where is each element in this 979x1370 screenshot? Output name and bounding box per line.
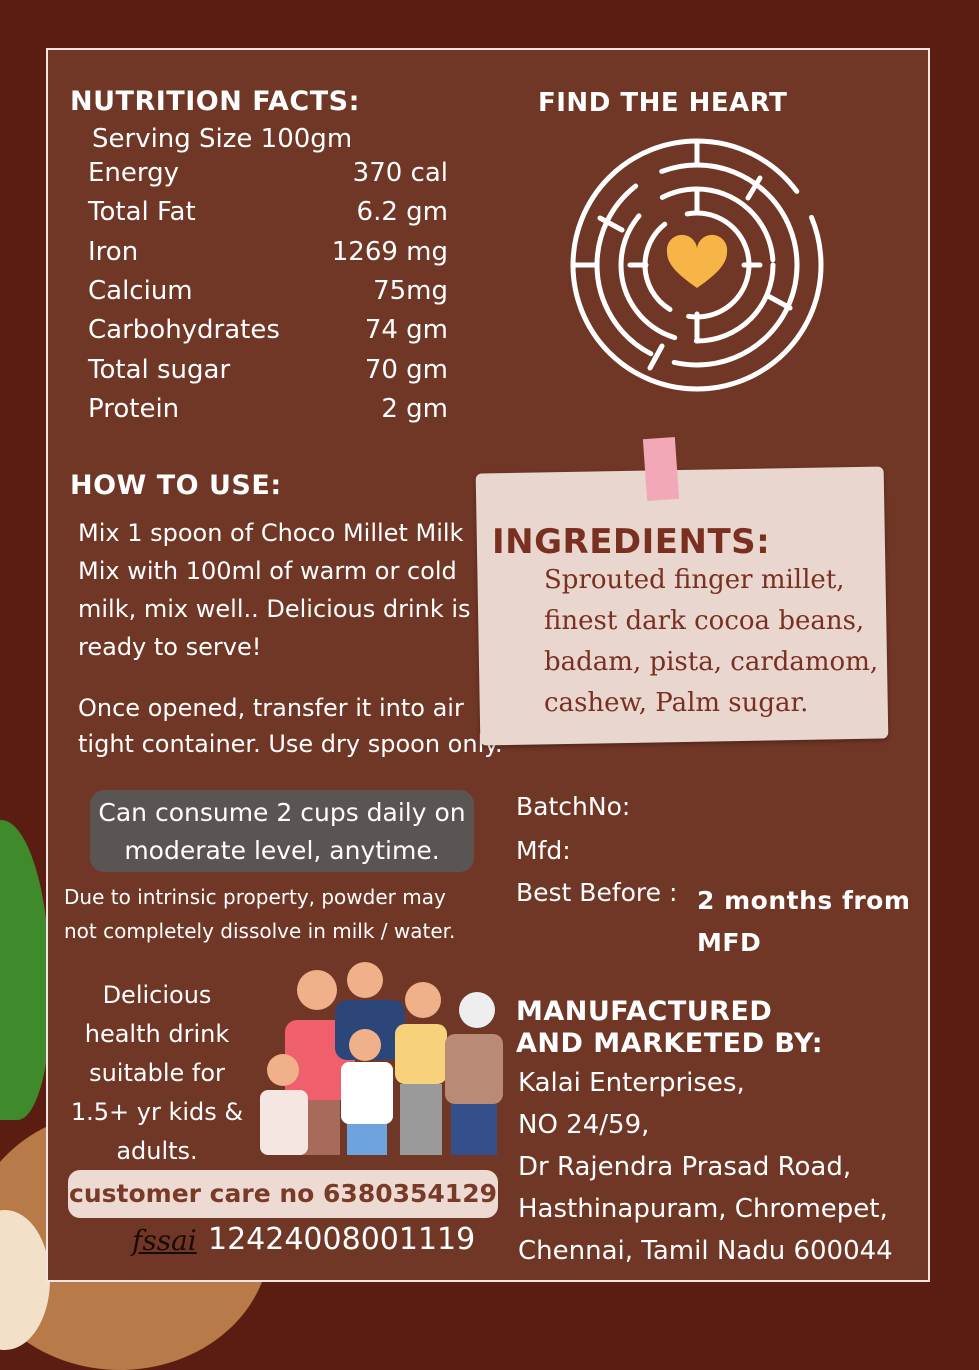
text-line: MANUFACTURED <box>516 996 773 1027</box>
nutrient-name: Total Fat <box>88 197 196 228</box>
address-line: Kalai Enterprises, <box>518 1068 745 1098</box>
nutrition-title: NUTRITION FACTS: <box>70 86 360 117</box>
nutrition-row: Energy 370 cal <box>88 158 448 188</box>
text-line: Can consume 2 cups daily on <box>98 798 466 827</box>
ingredient-line: cashew, Palm sugar. <box>544 688 809 718</box>
text-line: health drink <box>84 1020 230 1048</box>
ingredients-title: INGREDIENTS: <box>492 522 771 562</box>
text-line: ready to serve! <box>78 633 262 661</box>
nutrient-name: Carbohydrates <box>88 315 280 346</box>
text-line: tight container. Use dry spoon only. <box>78 730 503 758</box>
nutrient-name: Iron <box>88 236 139 267</box>
text-line: Delicious <box>102 981 212 1009</box>
nutrient-name: Energy <box>88 158 180 188</box>
address-line: Dr Rajendra Prasad Road, <box>518 1152 852 1182</box>
manufacturer-title: MANUFACTURED AND MARKETED BY: <box>516 996 823 1060</box>
nutrient-name: Calcium <box>88 275 193 306</box>
text-line: 1.5+ yr kids & <box>70 1098 244 1126</box>
nutrition-row: Total Fat 6.2 gm <box>88 197 448 227</box>
text-line: suitable for <box>89 1059 225 1087</box>
text-line: Due to intrinsic property, powder may <box>64 885 446 909</box>
nutrient-value: 74 gm <box>364 315 448 346</box>
nutrient-value: 370 cal <box>352 158 448 188</box>
text-line: Mix with 100ml of warm or cold <box>78 557 457 585</box>
nutrient-name: Protein <box>88 393 180 424</box>
ingredient-line: finest dark cocoa beans, <box>544 606 865 636</box>
text-line: adults. <box>116 1137 198 1165</box>
customer-care: customer care no 6380354129 <box>68 1170 498 1218</box>
batch-label: BatchNo: <box>516 792 631 821</box>
how-to-use-text: Mix 1 spoon of Choco Millet Milk Mix wit… <box>78 514 471 666</box>
address-line: NO 24/59, <box>518 1110 650 1140</box>
nutrient-value: 6.2 gm <box>356 197 448 228</box>
maze-title: FIND THE HEART <box>538 88 788 118</box>
fssai-number: 12424008001119 <box>208 1222 476 1257</box>
text-line: milk, mix well.. Delicious drink is <box>78 595 471 623</box>
ingredient-line: Sprouted finger millet, <box>544 565 845 595</box>
nutrient-value: 75mg <box>373 275 448 306</box>
tape-decoration <box>642 436 680 502</box>
how-to-use-title: HOW TO USE: <box>70 470 282 501</box>
best-before-value: 2 months from MFD <box>697 880 910 964</box>
nutrition-row: Protein 2 gm <box>88 394 448 424</box>
address-line: Chennai, Tamil Nadu 600044 <box>518 1236 893 1266</box>
ingredient-line: badam, pista, cardamom, <box>544 647 879 677</box>
nutrient-name: Total sugar <box>88 354 231 385</box>
nutrient-value: 70 gm <box>364 354 448 385</box>
text-line: not completely dissolve in milk / water. <box>64 919 456 943</box>
text-line: MFD <box>697 928 762 957</box>
nutrition-row: Iron 1269 mg <box>88 237 448 267</box>
nutrition-row: Calcium 75mg <box>88 276 448 306</box>
heart-icon <box>666 234 728 288</box>
ingredients-list: Sprouted finger millet, finest dark coco… <box>544 560 878 724</box>
nutrient-value: 1269 mg <box>331 236 448 267</box>
text-line: 2 months from <box>697 886 911 915</box>
consume-badge: Can consume 2 cups daily on moderate lev… <box>90 790 474 872</box>
nutrition-row: Carbohydrates 74 gm <box>88 315 448 345</box>
maze-icon <box>570 138 824 392</box>
storage-text: Once opened, transfer it into air tight … <box>78 690 503 762</box>
mfd-label: Mfd: <box>516 836 571 865</box>
serving-size: Serving Size 100gm <box>92 124 353 154</box>
family-illustration <box>260 962 503 1155</box>
text-line: Once opened, transfer it into air <box>78 694 464 722</box>
leaf-decoration <box>0 820 50 1120</box>
text-line: Mix 1 spoon of Choco Millet Milk <box>78 519 464 547</box>
dissolve-note: Due to intrinsic property, powder may no… <box>64 880 455 948</box>
manufacturer-address: Kalai Enterprises, NO 24/59, Dr Rajendra… <box>518 1062 893 1272</box>
nutrient-value: 2 gm <box>381 393 448 424</box>
nutrition-row: Total sugar 70 gm <box>88 355 448 385</box>
best-before-label: Best Before : <box>516 878 678 907</box>
tagline: Delicious health drink suitable for 1.5+… <box>62 976 252 1171</box>
text-line: moderate level, anytime. <box>124 836 440 865</box>
text-line: AND MARKETED BY: <box>516 1028 824 1059</box>
address-line: Hasthinapuram, Chromepet, <box>518 1194 888 1224</box>
fssai-logo: fssai <box>132 1224 197 1257</box>
